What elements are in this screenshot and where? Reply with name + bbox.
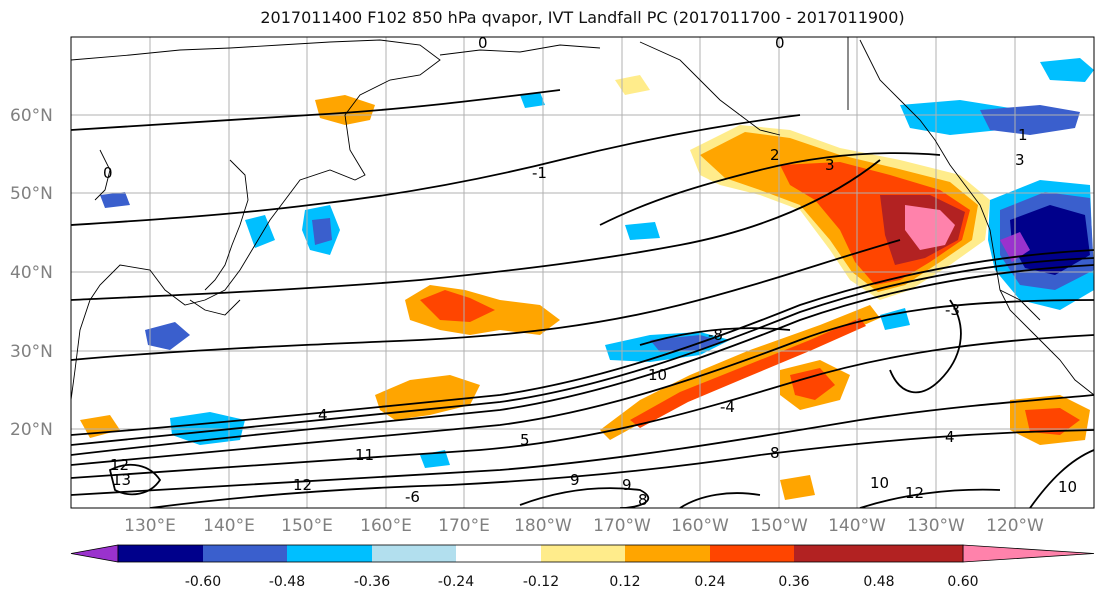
colorbar: -0.60 -0.48 -0.36 -0.24 -0.12 0.12 0.24 … xyxy=(70,544,1095,590)
contour-label: 8 xyxy=(638,491,648,509)
colorbar-tick-label: -0.24 xyxy=(438,574,474,590)
contour-label: -4 xyxy=(720,398,735,416)
lon-label: 120°W xyxy=(986,516,1044,536)
colorbar-segment xyxy=(456,545,541,562)
lon-label: 180°W xyxy=(514,516,572,536)
colorbar-segment xyxy=(879,545,963,562)
colorbar-segment xyxy=(372,545,456,562)
contour-label: 8 xyxy=(770,444,780,462)
colorbar-extend-max xyxy=(962,544,1095,563)
latitude-labels: 60°N 50°N 40°N 30°N 20°N xyxy=(10,106,53,440)
contour-label: 12 xyxy=(905,484,924,502)
lon-label: 170°W xyxy=(593,516,651,536)
coastlines xyxy=(71,37,1094,401)
lon-label: 140°E xyxy=(203,516,255,536)
contour-label: 9 xyxy=(622,476,632,494)
contour-label: 3 xyxy=(825,156,835,174)
contour-label: 0 xyxy=(775,34,785,52)
contour-label: 12 xyxy=(293,476,312,494)
lat-label: 50°N xyxy=(10,184,53,204)
contour-label: -8 xyxy=(708,326,723,344)
ivt-contours xyxy=(71,89,1094,508)
colorbar-segment xyxy=(541,545,625,562)
lat-label: 20°N xyxy=(10,420,53,440)
lon-label: 150°E xyxy=(281,516,333,536)
colorbar-segment xyxy=(794,545,879,562)
colorbar-tick-label: 0.24 xyxy=(694,574,725,590)
contour-label: 10 xyxy=(648,366,667,384)
colorbar-tick-label: -0.48 xyxy=(269,574,305,590)
lon-label: 130°E xyxy=(124,516,176,536)
contour-label: 0 xyxy=(478,34,488,52)
contour-label: 9 xyxy=(570,471,580,489)
colorbar-segment xyxy=(203,545,287,562)
colorbar-segment xyxy=(710,545,794,562)
colorbar-segment xyxy=(625,545,710,562)
lat-label: 30°N xyxy=(10,342,53,362)
contour-label: 10 xyxy=(870,474,889,492)
colorbar-extend-min xyxy=(70,544,119,563)
colorbar-segment xyxy=(118,545,203,562)
lat-label: 60°N xyxy=(10,106,53,126)
colorbar-segment xyxy=(287,545,372,562)
contour-label: -3 xyxy=(945,301,960,319)
contour-label: -1 xyxy=(532,164,547,182)
lat-label: 40°N xyxy=(10,263,53,283)
contour-label: 5 xyxy=(520,431,530,449)
colorbar-tick-label: 0.48 xyxy=(863,574,894,590)
contour-label: 10 xyxy=(1058,478,1077,496)
contour-label: 4 xyxy=(318,406,328,424)
colorbar-tick-label: -0.60 xyxy=(185,574,221,590)
lon-label: 130°W xyxy=(907,516,965,536)
colorbar-tick-label: 0.60 xyxy=(947,574,978,590)
contour-label: 1 xyxy=(1018,126,1028,144)
contour-label: 4 xyxy=(945,428,955,446)
lon-label: 140°W xyxy=(828,516,886,536)
contour-label: 13 xyxy=(112,471,131,489)
colorbar-tick-label: -0.12 xyxy=(523,574,559,590)
contour-label: 0 xyxy=(103,164,113,182)
lon-label: 170°E xyxy=(438,516,490,536)
contour-label: 3 xyxy=(1015,151,1025,169)
contour-labels: 0 0 0 -1 1 2 3 3 -3 4 4 5 8 8 9 9 10 10 … xyxy=(103,34,1077,509)
lon-label: 160°E xyxy=(360,516,412,536)
contour-label: -6 xyxy=(405,488,420,506)
contour-label: 11 xyxy=(355,446,374,464)
colorbar-tick-label: 0.12 xyxy=(609,574,640,590)
contour-label: 2 xyxy=(770,146,780,164)
lon-label: 160°W xyxy=(671,516,729,536)
contour-label: 12 xyxy=(110,456,129,474)
longitude-labels: 130°E 140°E 150°E 160°E 170°E 180°W 170°… xyxy=(124,516,1044,536)
colorbar-tick-label: -0.36 xyxy=(354,574,390,590)
lon-label: 150°W xyxy=(750,516,808,536)
colorbar-tick-label: 0.36 xyxy=(778,574,809,590)
map-title: 2017011400 F102 850 hPa qvapor, IVT Land… xyxy=(260,8,905,27)
